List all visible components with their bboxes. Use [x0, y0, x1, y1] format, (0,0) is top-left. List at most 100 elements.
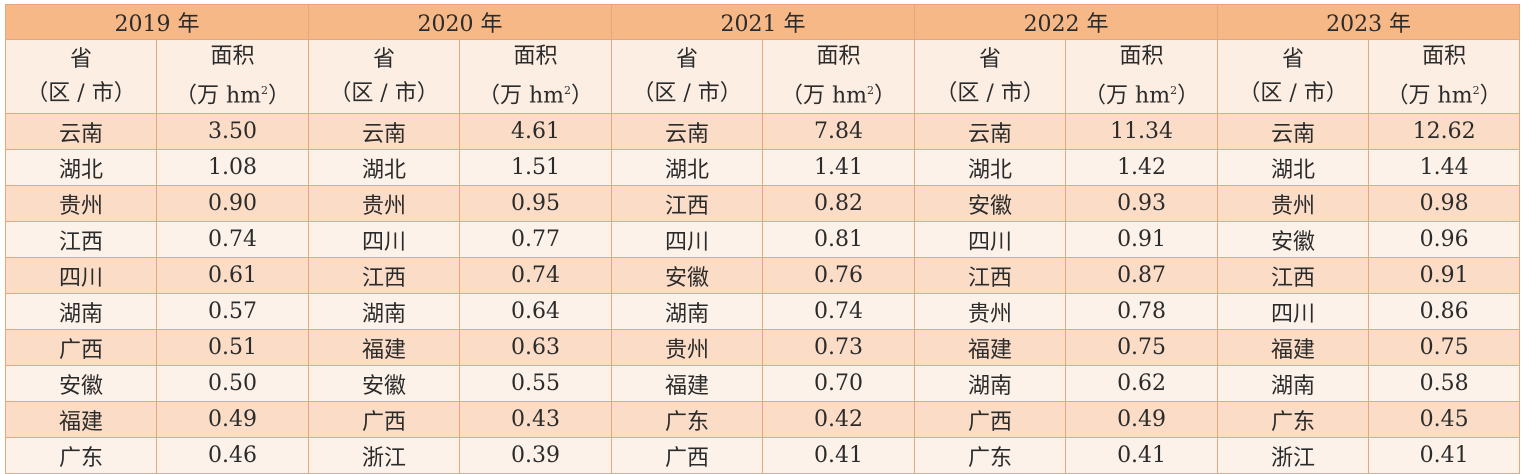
area-cell: 0.82: [762, 185, 916, 223]
province-cell: 湖南: [308, 293, 461, 331]
area-unit-close: ）: [268, 83, 291, 109]
area-cell: 0.49: [155, 401, 310, 439]
year-header: 2019 年: [4, 4, 310, 40]
province-cell: 安徽: [611, 257, 764, 295]
table-row: 广东 0.46 浙江 0.39 广西 0.41 广东 0.41 浙江 0.41: [5, 437, 1521, 474]
area-cell: 0.87: [1065, 257, 1219, 295]
province-cell: 四川: [308, 221, 461, 259]
area-header-label: 面积: [210, 44, 255, 69]
table-row: 安徽 0.50 安徽 0.55 福建 0.70 湖南 0.62 湖南 0.58: [5, 365, 1521, 403]
area-cell: 0.75: [1065, 329, 1219, 367]
province-cell: 福建: [308, 329, 461, 367]
province-header-unit: （区 / 市）: [632, 80, 742, 106]
year-header: 2020 年: [308, 4, 613, 40]
area-cell: 0.49: [1065, 401, 1219, 439]
province-header-label: 省: [979, 46, 1002, 72]
province-cell: 四川: [914, 221, 1067, 259]
province-cell: 江西: [308, 257, 461, 295]
area-header-label: 面积: [1119, 44, 1164, 69]
area-header-unit: （万 hm2）: [157, 74, 308, 113]
province-cell: 贵州: [914, 293, 1067, 331]
province-column-header: 省 （区 / 市）: [914, 38, 1067, 115]
area-cell: 12.62: [1368, 113, 1521, 151]
area-unit-close: ）: [1177, 83, 1200, 109]
area-unit-exponent: 2: [867, 84, 875, 97]
area-cell: 0.41: [1368, 437, 1521, 474]
province-header-unit: （区 / 市）: [26, 80, 136, 106]
area-column-header: 面积 （万 hm2）: [155, 38, 310, 115]
table-row: 贵州 0.90 贵州 0.95 江西 0.82 安徽 0.93 贵州 0.98: [5, 185, 1521, 223]
area-cell: 0.45: [1368, 401, 1521, 439]
province-header-unit: （区 / 市）: [935, 80, 1045, 106]
area-cell: 0.57: [155, 293, 310, 331]
area-cell: 0.74: [155, 221, 310, 259]
province-cell: 广西: [308, 401, 461, 439]
province-cell: 安徽: [308, 365, 461, 403]
province-cell: 贵州: [611, 329, 764, 367]
area-unit-close: ）: [571, 83, 594, 109]
province-cell: 云南: [5, 113, 157, 151]
area-cell: 1.44: [1368, 149, 1521, 187]
area-cell: 1.41: [762, 149, 916, 187]
province-cell: 安徽: [5, 365, 157, 403]
table-container: 2019 年 2020 年 2021 年 2022 年 2023 年 省 （区 /…: [4, 4, 1521, 474]
area-cell: 1.51: [459, 149, 613, 187]
area-cell: 7.84: [762, 113, 916, 151]
province-cell: 湖南: [611, 293, 764, 331]
province-cell: 云南: [611, 113, 764, 151]
area-cell: 11.34: [1065, 113, 1219, 151]
province-cell: 福建: [914, 329, 1067, 367]
province-header-unit: （区 / 市）: [329, 80, 439, 106]
area-cell: 0.98: [1368, 185, 1521, 223]
province-cell: 福建: [611, 365, 764, 403]
province-column-header: 省 （区 / 市）: [1217, 38, 1370, 115]
area-header-label: 面积: [1422, 44, 1467, 69]
province-column-header: 省 （区 / 市）: [308, 38, 461, 115]
province-cell: 湖北: [914, 149, 1067, 187]
province-cell: 江西: [5, 221, 157, 259]
province-header-label: 省: [373, 46, 396, 72]
area-cell: 0.78: [1065, 293, 1219, 331]
area-cell: 0.95: [459, 185, 613, 223]
area-unit-text: （万 hm: [1386, 83, 1473, 109]
area-cell: 0.43: [459, 401, 613, 439]
area-unit-close: ）: [874, 83, 897, 109]
area-header-unit: （万 hm2）: [460, 74, 611, 113]
area-cell: 0.50: [155, 365, 310, 403]
area-header-label: 面积: [513, 44, 558, 69]
province-cell: 贵州: [5, 185, 157, 223]
province-cell: 广西: [5, 329, 157, 367]
province-cell: 浙江: [1217, 437, 1370, 474]
area-unit-close: ）: [1479, 83, 1502, 109]
province-cell: 福建: [5, 401, 157, 439]
table-row: 福建 0.49 广西 0.43 广东 0.42 广西 0.49 广东 0.45: [5, 401, 1521, 439]
year-header-row: 2019 年 2020 年 2021 年 2022 年 2023 年: [4, 4, 1521, 40]
province-cell: 福建: [1217, 329, 1370, 367]
table-row: 云南 3.50 云南 4.61 云南 7.84 云南 11.34 云南 12.62: [5, 113, 1521, 151]
province-cell: 湖南: [5, 293, 157, 331]
province-cell: 湖北: [5, 149, 157, 187]
column-header-row: 省（区 / 市） 面积 （万 hm2）省（区 / 市） 面积 （万 hm2）省（区 / …: [5, 38, 1521, 115]
area-cell: 0.77: [459, 221, 613, 259]
province-header-label: 省: [1282, 46, 1305, 72]
area-unit-exponent: 2: [1472, 84, 1480, 97]
area-header-unit: （万 hm2）: [763, 74, 914, 113]
table-row: 湖北 1.08 湖北 1.51 湖北 1.41 湖北 1.42 湖北 1.44: [5, 149, 1521, 187]
area-cell: 0.42: [762, 401, 916, 439]
province-cell: 贵州: [308, 185, 461, 223]
province-cell: 江西: [611, 185, 764, 223]
area-cell: 0.39: [459, 437, 613, 474]
area-cell: 0.91: [1065, 221, 1219, 259]
area-cell: 0.46: [155, 437, 310, 474]
area-column-header: 面积 （万 hm2）: [762, 38, 916, 115]
area-cell: 0.76: [762, 257, 916, 295]
area-cell: 0.73: [762, 329, 916, 367]
province-cell: 湖北: [1217, 149, 1370, 187]
province-cell: 云南: [914, 113, 1067, 151]
province-header-unit: （区 / 市）: [1238, 80, 1348, 106]
area-cell: 0.75: [1368, 329, 1521, 367]
area-unit-text: （万 hm: [174, 83, 262, 109]
area-cell: 3.50: [155, 113, 310, 151]
year-header: 2022 年: [914, 4, 1219, 40]
province-cell: 云南: [308, 113, 461, 151]
